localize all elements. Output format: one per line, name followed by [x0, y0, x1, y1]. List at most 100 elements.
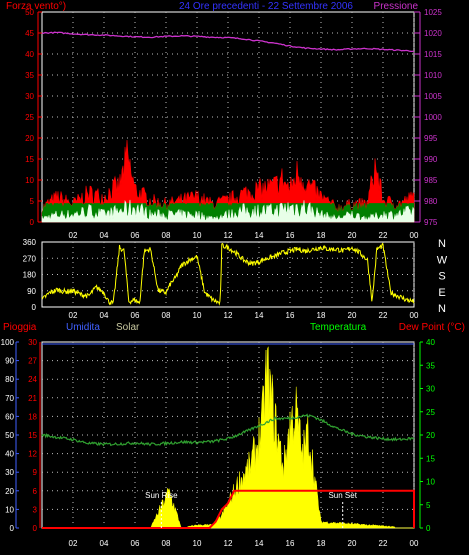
humidity-tick-label: 80	[5, 375, 14, 384]
temperature-tick-label: 30	[426, 385, 435, 394]
rain-legend-label: Pioggia	[3, 322, 37, 333]
temperature-tick-label: 25	[426, 408, 435, 417]
direction-x-tick-label: 12	[224, 311, 233, 320]
wind-x-tick-label: 18	[317, 231, 326, 240]
direction-tick-label: 0	[32, 303, 37, 312]
sunrise-annotation: Sun Rise	[145, 491, 178, 500]
compass-label: W	[437, 254, 448, 266]
rain-tick-label: 12	[28, 450, 37, 459]
rain-tick-label: 0	[33, 524, 38, 533]
weather-x-tick-label: 06	[131, 539, 140, 548]
wind-x-tick-label: 20	[348, 231, 357, 240]
pressure-tick-label: 1025	[424, 8, 442, 17]
temperature-series	[41, 413, 415, 447]
wind-x-tick-label: 06	[131, 231, 140, 240]
rain-tick-label: 15	[28, 431, 37, 440]
temperature-tick-label: 35	[426, 361, 435, 370]
weather-x-tick-label: 16	[286, 539, 295, 548]
wind-tick-label: 20	[25, 134, 34, 143]
direction-x-tick-label: 04	[100, 311, 109, 320]
humidity-tick-label: 60	[5, 412, 14, 421]
rain-tick-label: 24	[28, 375, 37, 384]
direction-x-tick-label: 16	[286, 311, 295, 320]
direction-x-tick-label: 06	[131, 311, 140, 320]
pressure-tick-label: 985	[424, 176, 438, 185]
humidity-tick-label: 20	[5, 487, 14, 496]
rain-series	[42, 489, 415, 529]
wind-axis-title: Forza vento°)	[6, 1, 66, 12]
direction-x-tick-label: 20	[348, 311, 357, 320]
pressure-tick-label: 1020	[424, 29, 442, 38]
weather-x-tick-label: 10	[193, 539, 202, 548]
wind-tick-label: 5	[30, 197, 35, 206]
rain-tick-label: 9	[33, 468, 38, 477]
pressure-tick-label: 1015	[424, 50, 442, 59]
wind-tick-label: 40	[25, 50, 34, 59]
weather-x-tick-label: 18	[317, 539, 326, 548]
wind-x-tick-label: 02	[69, 231, 78, 240]
humidity-tick-label: 30	[5, 468, 14, 477]
wind-x-tick-label: 00	[410, 231, 419, 240]
weather-x-tick-label: 04	[100, 539, 109, 548]
weather-x-tick-label: 14	[255, 539, 264, 548]
solar-legend-label: Solar	[116, 322, 140, 333]
compass-label: S	[438, 271, 445, 283]
rain-tick-label: 18	[28, 412, 37, 421]
temperature-tick-label: 5	[426, 501, 431, 510]
wind-tick-label: 30	[25, 92, 34, 101]
pressure-tick-label: 990	[424, 155, 438, 164]
wind-x-tick-label: 16	[286, 231, 295, 240]
pressure-tick-label: 980	[424, 197, 438, 206]
humidity-tick-label: 100	[1, 338, 15, 347]
direction-tick-label: 180	[23, 271, 37, 280]
weather-x-tick-label: 08	[162, 539, 171, 548]
wind-avg-series	[41, 199, 415, 223]
pressure-tick-label: 1010	[424, 71, 442, 80]
humidity-tick-label: 90	[5, 357, 14, 366]
wind-tick-label: 10	[25, 176, 34, 185]
wind-tick-label: 0	[30, 218, 35, 227]
direction-series	[41, 242, 415, 306]
humidity-tick-label: 70	[5, 394, 14, 403]
wind-x-tick-label: 08	[162, 231, 171, 240]
direction-x-tick-label: 10	[193, 311, 202, 320]
wind-tick-label: 50	[25, 8, 34, 17]
direction-x-tick-label: 18	[317, 311, 326, 320]
sunset-annotation: Sun Set	[328, 491, 357, 500]
temperature-tick-label: 15	[426, 454, 435, 463]
dew-point-legend-label: Dew Point (°C)	[399, 322, 465, 333]
compass-label: N	[438, 303, 446, 315]
pressure-tick-label: 1005	[424, 92, 442, 101]
direction-tick-label: 360	[23, 238, 37, 247]
direction-x-tick-label: 08	[162, 311, 171, 320]
rain-tick-label: 30	[28, 338, 37, 347]
wind-x-tick-label: 12	[224, 231, 233, 240]
rain-tick-label: 6	[33, 487, 38, 496]
wind-x-tick-label: 10	[193, 231, 202, 240]
direction-tick-label: 90	[27, 287, 36, 296]
direction-x-tick-label: 22	[379, 311, 388, 320]
wind-x-tick-label: 14	[255, 231, 264, 240]
wind-tick-label: 45	[25, 29, 34, 38]
wind-tick-label: 15	[25, 155, 34, 164]
temperature-tick-label: 40	[426, 338, 435, 347]
compass-label: E	[438, 287, 445, 299]
temperature-tick-label: 0	[426, 524, 431, 533]
pressure-axis-title: Pressione	[374, 1, 419, 12]
humidity-tick-label: 50	[5, 431, 14, 440]
direction-x-tick-label: 02	[69, 311, 78, 320]
weather-x-tick-label: 22	[379, 539, 388, 548]
weather-x-tick-label: 00	[410, 539, 419, 548]
direction-x-tick-label: 00	[410, 311, 419, 320]
pressure-tick-label: 1000	[424, 113, 442, 122]
weather-x-tick-label: 20	[348, 539, 357, 548]
wind-tick-label: 25	[25, 113, 34, 122]
rain-tick-label: 27	[28, 357, 37, 366]
pressure-tick-label: 975	[424, 218, 438, 227]
pressure-series	[41, 31, 415, 53]
chart-title: 24 Ore precedenti - 22 Settembre 2006	[179, 1, 353, 12]
weather-x-tick-label: 02	[69, 539, 78, 548]
temperature-legend-label: Temperatura	[310, 322, 367, 333]
pressure-tick-label: 995	[424, 134, 438, 143]
